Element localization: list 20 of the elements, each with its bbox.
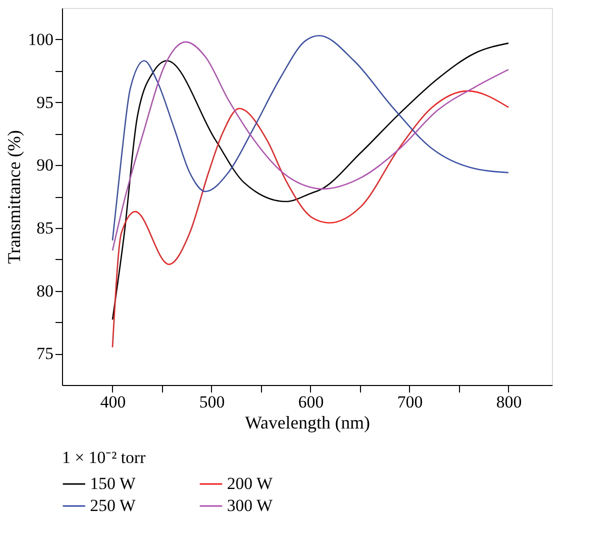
- x-axis-title: Wavelength (nm): [244, 412, 370, 432]
- x-tick-label: 500: [199, 392, 225, 412]
- line-series: [112, 90, 510, 348]
- y-tick-label: 75: [36, 344, 54, 364]
- y-tick-label: 100: [28, 30, 54, 49]
- legend-title: 1 × 10⁻² torr: [62, 448, 146, 467]
- y-tick-label: 85: [36, 218, 54, 238]
- x-tick-label: 800: [496, 392, 522, 412]
- y-tick-label: 80: [36, 281, 54, 300]
- y-tick-label: 95: [36, 92, 54, 112]
- legend-label: 200 W: [227, 474, 274, 493]
- y-axis-title: Transmittance (%): [4, 130, 24, 264]
- legend-label: 300 W: [227, 496, 274, 515]
- x-tick-label: 700: [397, 392, 423, 412]
- y-tick-label: 90: [36, 156, 54, 175]
- x-tick-label: 600: [298, 392, 324, 412]
- legend-label: 150 W: [90, 474, 136, 493]
- line-series: [112, 42, 510, 320]
- legend-label: 250 W: [90, 496, 136, 515]
- x-tick-label: 400: [100, 392, 126, 412]
